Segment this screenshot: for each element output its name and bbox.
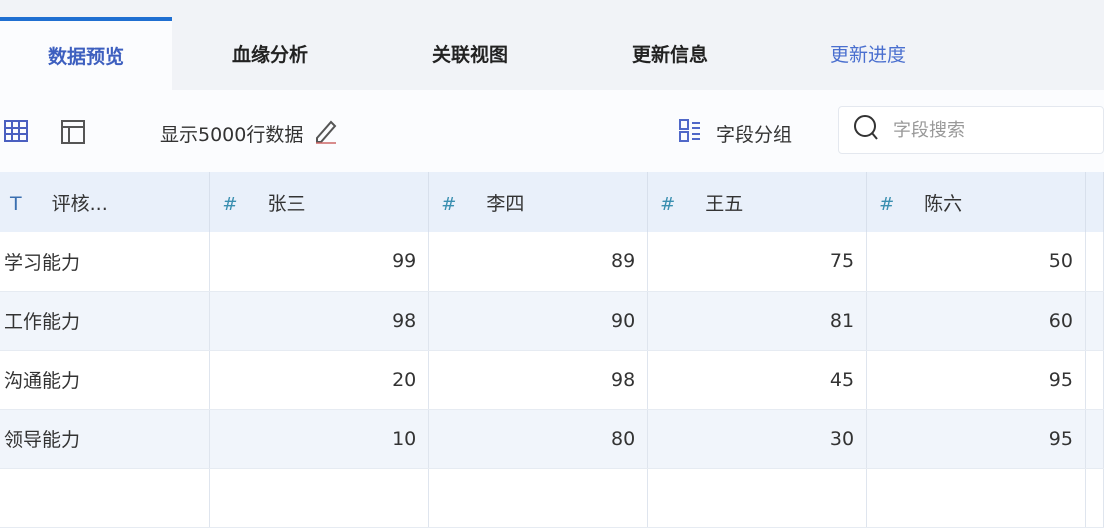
text-type-icon: T — [10, 192, 22, 215]
table-row[interactable]: 沟通能力 20 98 45 95 — [0, 350, 1104, 410]
table-row-partial — [0, 468, 1104, 528]
tab-update-info[interactable]: 更新信息 — [631, 44, 708, 66]
value-cell: 90 — [428, 291, 649, 351]
pencil-icon[interactable] — [313, 118, 337, 149]
row-label-cell: 工作能力 — [0, 291, 211, 351]
value-cell: 80 — [428, 409, 649, 469]
tab-update-progress[interactable]: 更新进度 — [829, 44, 906, 66]
field-search-input[interactable] — [893, 119, 1083, 141]
column-name: 王五 — [705, 192, 744, 215]
column-name: 陈六 — [924, 192, 963, 215]
tab-lineage-analysis[interactable]: 血缘分析 — [231, 44, 308, 66]
value-cell: 98 — [209, 291, 430, 351]
layout-icon[interactable] — [61, 120, 85, 144]
value-cell: 99 — [209, 232, 430, 292]
column-name: 张三 — [267, 192, 306, 215]
number-type-icon: # — [222, 193, 238, 215]
value-cell: 10 — [209, 409, 430, 469]
row-label-cell: 领导能力 — [0, 409, 211, 469]
column-header[interactable]: # 张三 — [209, 172, 430, 232]
value-cell: 20 — [209, 350, 430, 410]
filler-cell — [1085, 291, 1104, 351]
field-search[interactable] — [838, 106, 1104, 154]
empty-cell — [428, 468, 649, 528]
grid-icon[interactable] — [4, 120, 28, 142]
table-row[interactable]: 学习能力 99 89 75 50 — [0, 232, 1104, 292]
row-limit-label: 显示5000行数据 — [160, 124, 304, 146]
number-type-icon: # — [879, 193, 895, 215]
column-header[interactable]: # 陈六 — [866, 172, 1086, 232]
row-label-cell: 沟通能力 — [0, 350, 211, 410]
column-header[interactable]: # 王五 — [647, 172, 868, 232]
row-limit[interactable]: 显示5000行数据 — [160, 118, 337, 149]
column-header[interactable]: T 评核... — [0, 172, 211, 232]
value-cell: 81 — [647, 291, 868, 351]
empty-cell — [0, 468, 211, 528]
value-cell: 30 — [647, 409, 868, 469]
row-label-cell: 学习能力 — [0, 232, 211, 292]
value-cell: 95 — [866, 409, 1086, 469]
value-cell: 45 — [647, 350, 868, 410]
value-cell: 50 — [866, 232, 1086, 292]
empty-cell — [647, 468, 868, 528]
value-cell: 98 — [428, 350, 649, 410]
tab-data-preview[interactable]: 数据预览 — [0, 17, 172, 90]
field-group-button[interactable]: 字段分组 — [678, 118, 792, 149]
number-type-icon: # — [660, 193, 676, 215]
field-group-icon — [678, 118, 706, 149]
data-table: T 评核... # 张三 # 李四 # 王五 # 陈六 学习能力 99 89 75 50 工作能力 9… — [0, 172, 1104, 528]
number-type-icon: # — [441, 193, 457, 215]
value-cell: 75 — [647, 232, 868, 292]
filler-cell — [1085, 409, 1104, 469]
table-row[interactable]: 工作能力 98 90 81 60 — [0, 291, 1104, 351]
empty-cell — [209, 468, 430, 528]
field-group-label: 字段分组 — [716, 124, 793, 146]
table-row[interactable]: 领导能力 10 80 30 95 — [0, 409, 1104, 469]
filler-cell — [1085, 350, 1104, 410]
column-header-filler — [1085, 172, 1104, 232]
tab-relation-view[interactable]: 关联视图 — [431, 44, 508, 66]
column-name: 评核... — [51, 192, 108, 215]
value-cell: 95 — [866, 350, 1086, 410]
value-cell: 60 — [866, 291, 1086, 351]
search-icon — [853, 114, 879, 146]
empty-cell — [866, 468, 1086, 528]
column-name: 李四 — [486, 192, 525, 215]
tab-bar: 数据预览 血缘分析 关联视图 更新信息 更新进度 — [0, 0, 1104, 90]
toolbar: 显示5000行数据 字段分组 — [0, 90, 1104, 172]
column-header[interactable]: # 李四 — [428, 172, 649, 232]
empty-cell — [1085, 468, 1104, 528]
filler-cell — [1085, 232, 1104, 292]
value-cell: 89 — [428, 232, 649, 292]
